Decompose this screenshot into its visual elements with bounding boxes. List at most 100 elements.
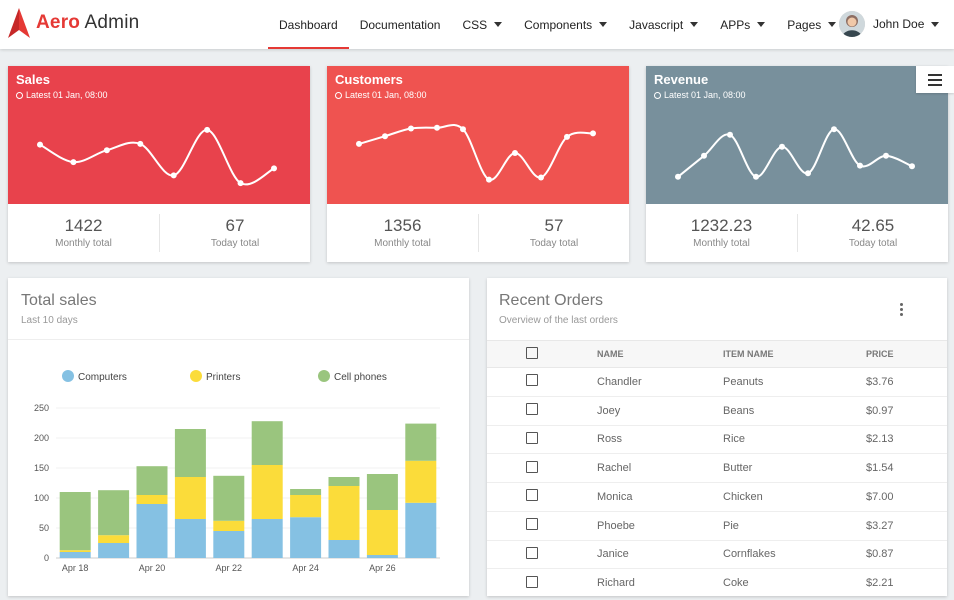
hamburger-menu-button[interactable] [916,66,954,93]
stat-subtitle: Latest 01 Jan, 08:00 [335,90,427,100]
brand-name: Aero Admin [36,12,140,33]
panel-title: Recent Orders [499,292,604,309]
legend-label: Computers [78,372,127,383]
panel-subtitle: Overview of the last orders [499,315,618,326]
table-row[interactable]: Janice Cornflakes $0.87 [487,540,947,570]
sparkline-point [486,176,492,183]
chevron-down-icon [690,22,699,27]
more-vert-icon[interactable] [900,303,903,316]
sparkline-point [382,133,388,140]
bar-printers [59,550,91,552]
row-checkbox[interactable] [526,460,538,473]
cell-item: Pie [723,511,866,541]
nav-item-pages[interactable]: Pages [776,0,847,49]
bar-printers [136,495,168,504]
row-checkbox[interactable] [526,546,538,559]
legend-label: Cell phones [334,372,387,383]
stat-card-header: Customers Latest 01 Jan, 08:00 [327,66,629,204]
nav-item-apps[interactable]: APPs [709,0,776,49]
bar-computers [136,504,168,558]
sparkline-point [512,150,518,156]
nav-item-css[interactable]: CSS [451,0,513,49]
y-tick-label: 0 [44,553,49,563]
cell-price: $0.87 [866,540,947,570]
row-checkbox[interactable] [526,403,538,416]
table-row[interactable]: Richard Coke $2.21 [487,568,947,596]
cell-price: $0.97 [866,396,947,426]
bar-cell-phones [136,466,168,495]
monthly-total-value: 1232.23 [690,216,753,235]
bar-cell-phones [366,474,398,510]
sparkline-point [137,140,144,147]
bar-printers [213,520,245,531]
stat-subtitle: Latest 01 Jan, 08:00 [16,90,108,100]
clock-icon [16,91,23,99]
aero-logo-icon [8,8,30,38]
sparkline-line [358,123,594,181]
table-row[interactable]: Joey Beans $0.97 [487,396,947,426]
nav-item-components[interactable]: Components [513,0,618,49]
sparkline-point [805,170,811,177]
monthly-total-label: Monthly total [374,238,431,249]
nav-item-dashboard[interactable]: Dashboard [268,0,349,49]
nav-item-label: Documentation [359,17,441,32]
bar-printers [98,535,130,543]
row-checkbox[interactable] [526,431,538,444]
cell-item: Chicken [723,482,866,512]
brand-logo[interactable]: Aero Admin [8,8,139,38]
clock-icon [335,91,342,99]
cell-name: Phoebe [597,511,723,541]
stat-card-revenue: Revenue Latest 01 Jan, 08:00 1232.23 Monthl… [646,66,948,262]
select-all-checkbox[interactable] [526,347,538,359]
x-tick-label: Apr 18 [62,563,89,573]
row-checkbox[interactable] [526,374,538,387]
cell-item: Peanuts [723,367,866,397]
table-row[interactable]: Monica Chicken $7.00 [487,482,947,512]
sparkline-chart [675,126,915,180]
bar-printers [174,477,206,519]
today-total-value: 42.65 [851,216,895,235]
bar-printers [328,486,360,540]
row-checkbox[interactable] [526,489,538,502]
panel-subtitle: Last 10 days [21,315,78,326]
sparkline-point [779,143,785,150]
table-row[interactable]: Ross Rice $2.13 [487,425,947,455]
y-tick-label: 250 [34,403,49,413]
bar-printers [366,510,398,555]
table-row[interactable]: Phoebe Pie $3.27 [487,511,947,541]
sparkline-point [590,130,596,137]
cell-item: Beans [723,396,866,426]
sparkline-point [909,163,915,170]
user-menu[interactable]: John Doe [839,11,940,37]
cell-name: Richard [597,568,723,596]
sparkline-point [753,173,759,180]
recent-orders-panel: Recent Orders Overview of the last order… [487,278,947,596]
cell-price: $3.27 [866,511,947,541]
cell-price: $2.21 [866,568,947,596]
sparkline-chart [356,123,596,183]
user-avatar-icon [839,11,865,37]
bar-cell-phones [405,423,437,461]
nav-item-label: Components [524,17,593,32]
sparkline-point [103,147,110,154]
row-checkbox[interactable] [526,518,538,531]
monthly-total-value: 1422 [64,216,103,235]
x-tick-label: Apr 24 [292,563,319,573]
nav-item-documentation[interactable]: Documentation [349,0,452,49]
cell-name: Monica [597,482,723,512]
row-checkbox[interactable] [526,575,538,588]
chevron-down-icon [599,22,608,27]
orders-table: NAME ITEM NAME PRICE Chandler Peanuts $3.7… [487,340,947,596]
table-row[interactable]: Rachel Butter $1.54 [487,453,947,483]
cell-name: Janice [597,540,723,570]
column-header-price: PRICE [866,340,947,368]
sparkline-point [70,159,77,166]
stat-card-customers: Customers Latest 01 Jan, 08:00 1356 Monthly… [327,66,629,262]
nav-item-javascript[interactable]: Javascript [618,0,709,49]
bar-computers [328,540,360,558]
table-row[interactable]: Chandler Peanuts $3.76 [487,367,947,397]
bar-computers [405,502,437,558]
monthly-total-label: Monthly total [693,238,750,249]
stat-title: Revenue [654,72,709,87]
sparkline-point [831,126,837,133]
